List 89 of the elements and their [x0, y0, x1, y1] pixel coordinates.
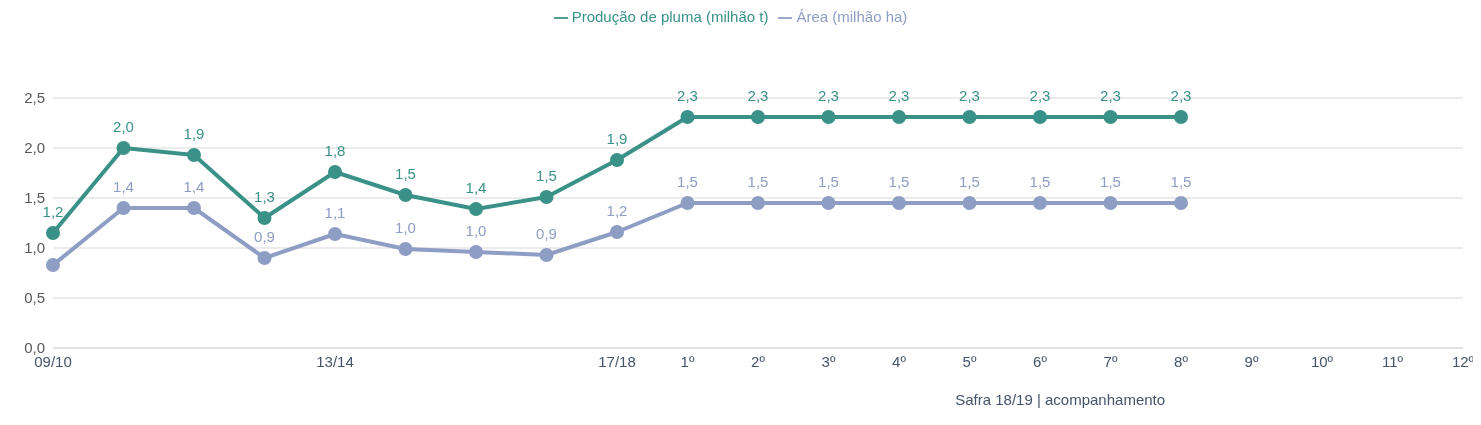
point	[257, 211, 272, 225]
point	[398, 242, 413, 256]
point	[610, 153, 624, 167]
x-tick-label: 1º	[680, 352, 695, 370]
data-label: 1,9	[606, 130, 628, 147]
point	[539, 190, 554, 204]
x-tick-label: 9º	[1244, 352, 1259, 370]
point	[892, 196, 906, 210]
data-label: 1,8	[324, 142, 346, 159]
point	[1174, 110, 1188, 124]
data-label: 2,0	[113, 118, 134, 135]
point	[892, 110, 906, 124]
data-label: 2,3	[1170, 87, 1192, 104]
x-tick-label: 17/18	[598, 352, 636, 370]
point	[1103, 196, 1118, 210]
data-label: 1,4	[465, 179, 487, 196]
point	[610, 225, 624, 239]
text: Safra 18/19 | acompanhamento	[954, 391, 1167, 408]
data-label: 2,3	[818, 87, 839, 104]
data-label: 1,4	[183, 178, 205, 195]
x-tick-label: 2º	[751, 352, 766, 370]
point	[469, 202, 483, 216]
data-label: 1,5	[818, 173, 839, 190]
point	[962, 196, 977, 210]
data-label: 2,3	[677, 87, 698, 104]
data-label: 2,3	[959, 87, 980, 104]
data-label: 1,1	[324, 204, 346, 221]
x-tick-label: 10º	[1310, 352, 1334, 370]
point	[751, 110, 765, 124]
data-label: 1,5	[1029, 173, 1051, 190]
data-label: 2,3	[1029, 87, 1051, 104]
point	[539, 248, 554, 262]
legend-label: Produção de pluma (milhão t)	[571, 8, 769, 25]
point	[1033, 110, 1047, 124]
point	[46, 226, 60, 240]
data-label: 1,9	[183, 125, 205, 142]
data-label: 1,5	[959, 173, 980, 190]
data-label: 2,3	[747, 87, 769, 104]
point	[328, 227, 342, 241]
point	[962, 110, 977, 124]
point	[116, 141, 131, 155]
x-tick-label: 11º	[1381, 352, 1404, 370]
point	[680, 196, 695, 210]
point	[116, 201, 131, 215]
x-tick-label: 6º	[1033, 352, 1048, 370]
y-tick-label: 1,0	[24, 239, 45, 257]
x-tick-label: 13/14	[316, 352, 354, 370]
y-tick-label: 2,0	[24, 139, 45, 157]
legend-label: Área (milhão ha)	[796, 8, 908, 25]
point	[751, 196, 765, 210]
data-label: 1,2	[42, 203, 64, 220]
data-label: 1,3	[254, 188, 275, 205]
point	[328, 165, 342, 179]
data-label: 1,5	[747, 173, 769, 190]
point	[1174, 196, 1188, 210]
data-label: 0,9	[536, 225, 557, 242]
point	[398, 188, 413, 202]
data-label: 2,3	[1100, 87, 1121, 104]
point	[469, 245, 483, 259]
point	[46, 258, 60, 272]
data-label: 1,5	[536, 167, 557, 184]
x-tick-label: 5º	[962, 352, 977, 370]
data-label: 1,5	[1100, 173, 1121, 190]
y-tick-label: 0,5	[24, 289, 45, 307]
data-label: 1,5	[677, 173, 698, 190]
point	[821, 196, 836, 210]
x-tick-label: 7º	[1103, 352, 1118, 370]
point	[187, 148, 201, 162]
data-label: 1,0	[395, 219, 416, 236]
data-label: 1,5	[1170, 173, 1192, 190]
x-tick-label: 3º	[821, 352, 836, 370]
data-label: 0,9	[254, 228, 275, 245]
x-tick-label: 12º	[1451, 352, 1475, 370]
point	[187, 201, 201, 215]
y-tick-label: 1,5	[24, 189, 45, 207]
y-tick-label: 2,5	[24, 89, 45, 107]
data-label: 1,0	[465, 222, 487, 239]
point	[1103, 110, 1118, 124]
point	[1033, 196, 1047, 210]
data-label: 1,5	[888, 173, 910, 190]
point	[257, 251, 272, 265]
data-label: 2,3	[888, 87, 910, 104]
point	[821, 110, 836, 124]
data-label: 1,5	[395, 165, 416, 182]
data-label: 1,4	[113, 178, 134, 195]
x-tick-label: 4º	[892, 352, 907, 370]
x-tick-label: 8º	[1174, 352, 1189, 370]
data-label: 1,2	[606, 202, 628, 219]
point	[680, 110, 695, 124]
